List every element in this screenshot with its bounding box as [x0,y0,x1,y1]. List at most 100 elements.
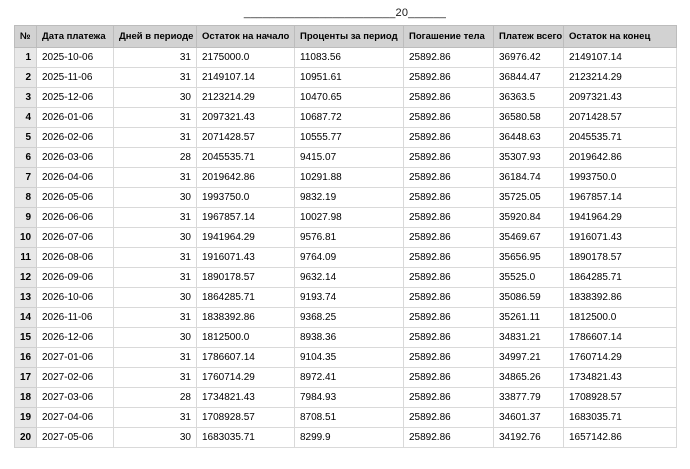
table-row: 7 2026-04-06 31 2019642.86 10291.88 25892.86 3… [14,167,677,188]
cell-start: 1683035.71 [196,427,295,448]
header-row: № Дата платежа Дней в периоде Остаток на… [14,25,677,48]
cell-num: 11 [14,247,37,268]
cell-principal: 25892.86 [403,67,494,88]
column-header-period-interest: Проценты за период [294,25,404,48]
column-header-closing-balance: Остаток на конец [563,25,677,48]
blank-underscores-right: ______ [408,7,447,19]
cell-end: 1657142.86 [563,427,677,448]
table-row: 16 2027-01-06 31 1786607.14 9104.35 25892.86 3… [14,347,677,368]
cell-principal: 25892.86 [403,247,494,268]
cell-total: 36844.47 [493,67,564,88]
cell-days: 30 [113,87,197,108]
column-header-payment-date: Дата платежа [36,25,114,48]
cell-num: 15 [14,327,37,348]
cell-start: 1916071.43 [196,247,295,268]
cell-start: 2019642.86 [196,167,295,188]
cell-interest: 9832.19 [294,187,404,208]
cell-interest: 10470.65 [294,87,404,108]
cell-start: 1967857.14 [196,207,295,228]
cell-principal: 25892.86 [403,47,494,68]
cell-end: 2149107.14 [563,47,677,68]
cell-date: 2026-04-06 [36,167,114,188]
cell-total: 35656.95 [493,247,564,268]
cell-date: 2026-01-06 [36,107,114,128]
cell-date: 2026-11-06 [36,307,114,328]
table-row: 6 2026-03-06 28 2045535.71 9415.07 25892.86 35… [14,147,677,168]
cell-num: 20 [14,427,37,448]
cell-interest: 8299.9 [294,427,404,448]
table-row: 5 2026-02-06 31 2071428.57 10555.77 25892.86 3… [14,127,677,148]
table-row: 2 2025-11-06 31 2149107.14 10951.61 25892.86 3… [14,67,677,88]
cell-date: 2026-02-06 [36,127,114,148]
cell-interest: 9632.14 [294,267,404,288]
cell-end: 1812500.0 [563,307,677,328]
cell-days: 31 [113,307,197,328]
cell-num: 17 [14,367,37,388]
cell-interest: 8938.36 [294,327,404,348]
cell-start: 2097321.43 [196,107,295,128]
cell-date: 2026-07-06 [36,227,114,248]
cell-end: 1838392.86 [563,287,677,308]
cell-principal: 25892.86 [403,227,494,248]
cell-days: 31 [113,267,197,288]
table-row: 9 2026-06-06 31 1967857.14 10027.98 25892.86 3… [14,207,677,228]
cell-num: 16 [14,347,37,368]
column-header-days-in-period: Дней в периоде [113,25,197,48]
table-row: 8 2026-05-06 30 1993750.0 9832.19 25892.86 357… [14,187,677,208]
cell-num: 7 [14,167,37,188]
table-row: 10 2026-07-06 30 1941964.29 9576.81 25892.86 3… [14,227,677,248]
cell-interest: 7984.93 [294,387,404,408]
cell-days: 31 [113,367,197,388]
cell-total: 34865.26 [493,367,564,388]
cell-date: 2025-12-06 [36,87,114,108]
cell-days: 31 [113,207,197,228]
cell-total: 35920.84 [493,207,564,228]
document-date-blank: ________________________20______ [0,6,690,20]
cell-interest: 9576.81 [294,227,404,248]
cell-start: 1760714.29 [196,367,295,388]
cell-total: 33877.79 [493,387,564,408]
cell-principal: 25892.86 [403,267,494,288]
cell-end: 2123214.29 [563,67,677,88]
cell-days: 31 [113,347,197,368]
cell-principal: 25892.86 [403,107,494,128]
cell-interest: 9764.09 [294,247,404,268]
cell-total: 34997.21 [493,347,564,368]
cell-days: 30 [113,427,197,448]
table-row: 4 2026-01-06 31 2097321.43 10687.72 25892.86 3… [14,107,677,128]
cell-interest: 8708.51 [294,407,404,428]
cell-days: 31 [113,67,197,88]
cell-principal: 25892.86 [403,387,494,408]
cell-end: 1734821.43 [563,367,677,388]
cell-date: 2026-12-06 [36,327,114,348]
table-row: 13 2026-10-06 30 1864285.71 9193.74 25892.86 3… [14,287,677,308]
cell-total: 36976.42 [493,47,564,68]
cell-principal: 25892.86 [403,167,494,188]
cell-start: 2071428.57 [196,127,295,148]
cell-interest: 10951.61 [294,67,404,88]
cell-principal: 25892.86 [403,367,494,388]
cell-interest: 10291.88 [294,167,404,188]
cell-interest: 9415.07 [294,147,404,168]
cell-days: 31 [113,47,197,68]
cell-interest: 10555.77 [294,127,404,148]
cell-total: 35525.0 [493,267,564,288]
cell-principal: 25892.86 [403,147,494,168]
cell-days: 30 [113,327,197,348]
cell-days: 30 [113,227,197,248]
cell-total: 35086.59 [493,287,564,308]
cell-start: 2175000.0 [196,47,295,68]
cell-principal: 25892.86 [403,127,494,148]
cell-start: 1734821.43 [196,387,295,408]
cell-date: 2027-04-06 [36,407,114,428]
table-row: 18 2027-03-06 28 1734821.43 7984.93 25892.86 3… [14,387,677,408]
cell-interest: 9193.74 [294,287,404,308]
year-prefix: 20 [395,7,409,19]
cell-date: 2026-08-06 [36,247,114,268]
cell-interest: 11083.56 [294,47,404,68]
cell-num: 1 [14,47,37,68]
cell-end: 2045535.71 [563,127,677,148]
cell-interest: 9104.35 [294,347,404,368]
table-row: 15 2026-12-06 30 1812500.0 8938.36 25892.86 34… [14,327,677,348]
cell-total: 34831.21 [493,327,564,348]
